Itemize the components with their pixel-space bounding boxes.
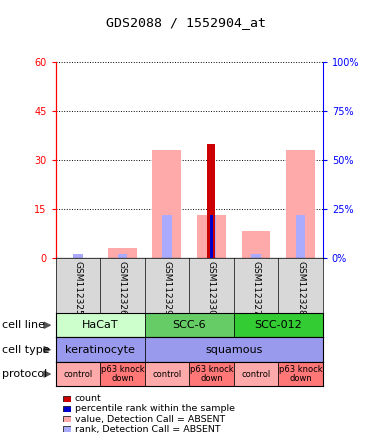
Text: HaCaT: HaCaT — [82, 320, 118, 330]
Text: GSM112326: GSM112326 — [118, 262, 127, 316]
Text: GSM112325: GSM112325 — [73, 262, 82, 316]
Text: protocol: protocol — [2, 369, 47, 379]
Text: control: control — [152, 369, 181, 379]
Text: count: count — [75, 394, 102, 403]
Text: rank, Detection Call = ABSENT: rank, Detection Call = ABSENT — [75, 425, 221, 434]
Bar — [73, 254, 83, 258]
Bar — [296, 215, 305, 258]
Text: control: control — [63, 369, 92, 379]
Text: SCC-012: SCC-012 — [255, 320, 302, 330]
Text: GSM112330: GSM112330 — [207, 262, 216, 316]
Bar — [108, 248, 137, 258]
Bar — [210, 215, 213, 258]
Text: p63 knock
down: p63 knock down — [279, 365, 322, 384]
Text: cell line: cell line — [2, 320, 45, 330]
Bar — [145, 313, 234, 337]
Bar — [278, 362, 323, 386]
Bar — [197, 215, 226, 258]
Bar — [207, 143, 216, 258]
Bar — [152, 150, 181, 258]
Bar — [118, 254, 127, 258]
Bar — [189, 362, 234, 386]
Bar — [56, 362, 100, 386]
Text: GSM112327: GSM112327 — [252, 262, 260, 316]
Text: squamous: squamous — [205, 345, 262, 355]
Text: control: control — [242, 369, 270, 379]
Text: cell type: cell type — [2, 345, 49, 355]
Text: GDS2088 / 1552904_at: GDS2088 / 1552904_at — [105, 16, 266, 28]
Text: GSM112329: GSM112329 — [162, 262, 171, 316]
Text: percentile rank within the sample: percentile rank within the sample — [75, 404, 235, 413]
Bar — [286, 150, 315, 258]
Bar — [100, 362, 145, 386]
Text: p63 knock
down: p63 knock down — [190, 365, 233, 384]
Text: SCC-6: SCC-6 — [173, 320, 206, 330]
Bar — [234, 313, 323, 337]
Bar — [145, 337, 323, 362]
Text: GSM112328: GSM112328 — [296, 262, 305, 316]
Bar — [207, 215, 216, 258]
Bar — [56, 313, 145, 337]
Text: p63 knock
down: p63 knock down — [101, 365, 144, 384]
Text: keratinocyte: keratinocyte — [65, 345, 135, 355]
Bar — [56, 337, 145, 362]
Bar — [242, 231, 270, 258]
Bar — [251, 254, 261, 258]
Bar — [145, 362, 189, 386]
Bar — [162, 215, 172, 258]
Text: value, Detection Call = ABSENT: value, Detection Call = ABSENT — [75, 415, 225, 424]
Bar — [234, 362, 278, 386]
